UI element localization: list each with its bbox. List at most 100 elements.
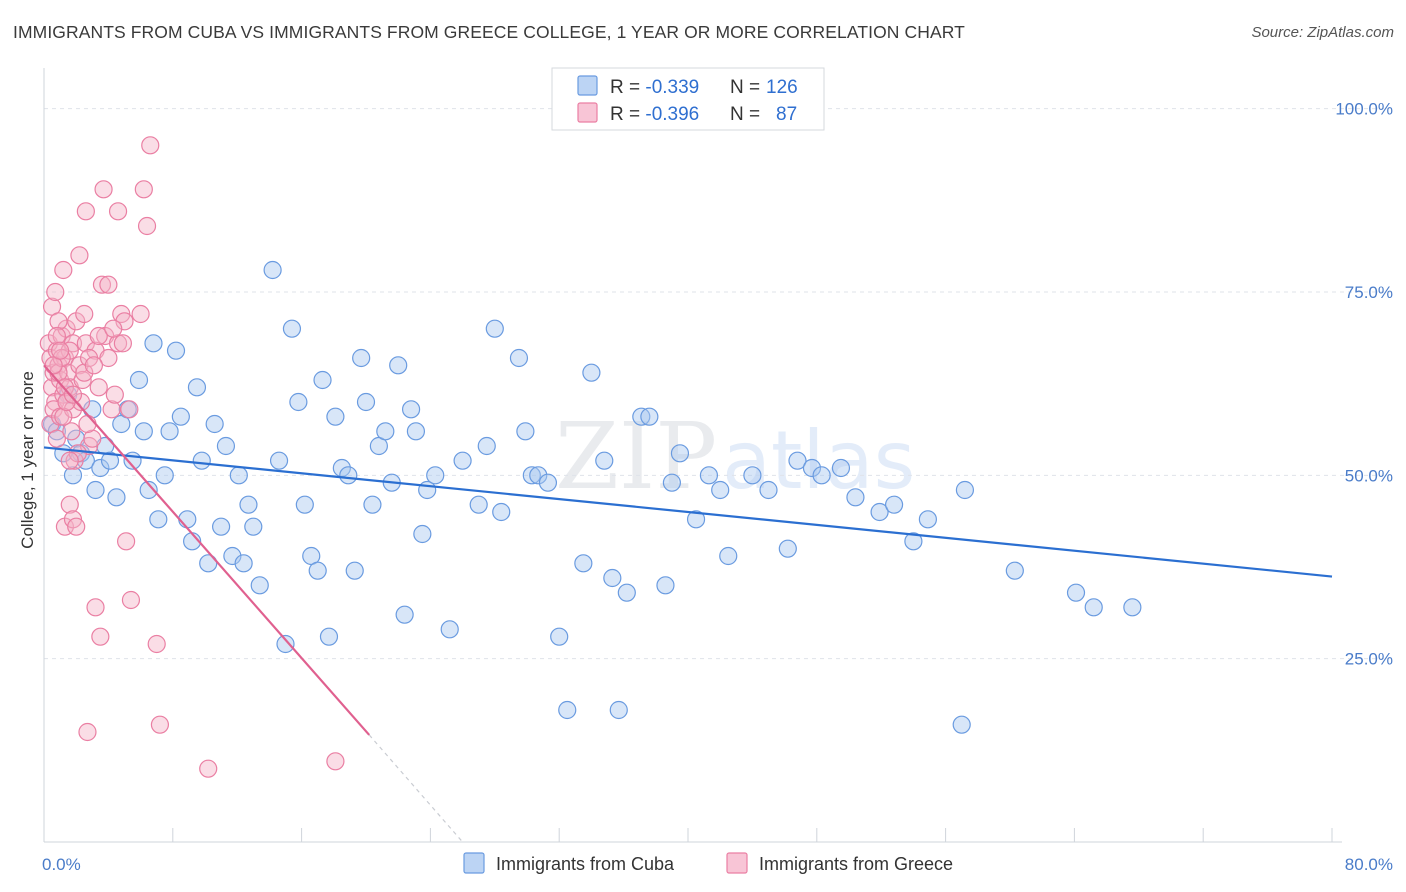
cuba-point: [91, 458, 110, 478]
axes: [43, 68, 1342, 843]
greece-point: [49, 312, 68, 331]
series-cuba-points: [42, 260, 1142, 734]
cuba-point: [952, 715, 971, 734]
greece-point: [326, 752, 345, 771]
greece-point: [47, 326, 66, 346]
bottom-legend-swatch-cuba: [463, 852, 485, 874]
cuba-point: [492, 502, 511, 522]
cuba-point: [149, 510, 168, 529]
cuba-point: [199, 554, 218, 573]
greece-point: [89, 326, 108, 346]
cuba-point: [244, 517, 263, 536]
greece-point: [99, 275, 118, 294]
cuba-point: [234, 554, 253, 573]
cuba-point: [582, 363, 601, 382]
greece-point: [108, 202, 128, 221]
greece-point: [113, 334, 132, 353]
cuba-point: [144, 334, 163, 353]
cuba-point: [192, 451, 211, 470]
greece-point: [60, 495, 79, 514]
greece-point: [47, 429, 66, 448]
greece-point: [54, 260, 73, 280]
tick-labels: 25.0% 50.0% 75.0% 100.0% 0.0% 80.0%: [42, 100, 1393, 874]
cuba-point: [1066, 583, 1086, 602]
legend-n-value-cuba: 126: [766, 77, 798, 98]
cuba-point: [212, 517, 231, 536]
greece-point: [150, 715, 170, 734]
cuba-point: [831, 458, 851, 478]
cuba-point: [63, 466, 83, 485]
cuba-point: [308, 561, 327, 580]
cuba-point: [356, 392, 376, 412]
x-tick-label: 80.0%: [1345, 855, 1393, 874]
greece-point: [84, 356, 104, 375]
cuba-point: [743, 466, 762, 485]
greece-trend-line: [43, 364, 371, 736]
legend-r-value-cuba: -0.339: [645, 77, 699, 98]
cuba-point: [363, 495, 382, 514]
cuba-point: [440, 620, 459, 639]
cuba-point: [529, 466, 548, 485]
cuba-point: [595, 451, 614, 470]
cuba-point: [719, 546, 738, 566]
cuba-point: [870, 502, 889, 522]
watermark-zip: ZIP: [555, 403, 717, 510]
cuba-point: [550, 627, 569, 646]
cuba-point: [263, 260, 282, 280]
greece-point: [147, 634, 166, 654]
greece-point: [46, 282, 65, 302]
greece-point: [76, 202, 95, 221]
cuba-point: [640, 407, 659, 426]
greece-point: [131, 304, 150, 324]
trend-lines: [43, 364, 1333, 843]
cuba-point: [395, 605, 414, 624]
y-tick-label: 75.0%: [1345, 283, 1393, 302]
cuba-point: [1123, 598, 1142, 617]
cuba-point: [812, 466, 831, 485]
cuba-point: [477, 436, 496, 456]
cuba-point: [250, 576, 269, 595]
cuba-point: [86, 480, 105, 500]
y-tick-label: 100.0%: [1335, 100, 1393, 119]
cuba-point: [670, 444, 690, 463]
greece-point: [50, 341, 70, 360]
greece-point: [99, 348, 118, 368]
greece-point: [141, 136, 160, 155]
greece-point: [104, 319, 123, 338]
cuba-point: [522, 466, 541, 485]
cuba-point: [339, 466, 358, 485]
cuba-point: [759, 480, 778, 500]
cuba-point: [289, 392, 308, 412]
greece-point: [75, 304, 94, 324]
greece-point: [54, 407, 73, 426]
cuba-point: [205, 414, 224, 434]
bottom-legend-label-cuba: Immigrants from Cuba: [496, 854, 675, 874]
cuba-point: [389, 356, 408, 375]
cuba-point: [1005, 561, 1024, 580]
cuba-point: [413, 524, 432, 544]
legend-swatch-greece: [577, 102, 598, 123]
cuba-point: [426, 466, 445, 485]
cuba-point: [269, 451, 289, 470]
x-tick-label: 0.0%: [42, 855, 81, 874]
greece-point: [102, 400, 121, 419]
legend-n-value-greece: 87: [776, 104, 797, 125]
cuba-point: [276, 634, 295, 654]
cuba-point: [884, 495, 904, 514]
cuba-point: [918, 510, 937, 529]
cuba-point: [538, 473, 558, 492]
greece-point: [105, 385, 124, 404]
greece-point: [86, 598, 105, 617]
cuba-point: [846, 488, 865, 507]
legend-n-label-greece: N =: [730, 104, 760, 125]
cuba-point: [453, 451, 472, 470]
cuba-point: [802, 458, 822, 478]
legend-r-label-greece: R =: [610, 104, 645, 125]
svg-text:R = -0.396: R = -0.396: [610, 104, 699, 125]
cuba-point: [406, 422, 426, 441]
cuba-point: [313, 370, 332, 390]
legend: R = -0.339 N = 126 R = -0.396 N = 87: [551, 67, 825, 131]
grid-lines: [44, 108, 1392, 660]
cuba-point: [1084, 598, 1103, 617]
greece-point: [117, 532, 136, 551]
